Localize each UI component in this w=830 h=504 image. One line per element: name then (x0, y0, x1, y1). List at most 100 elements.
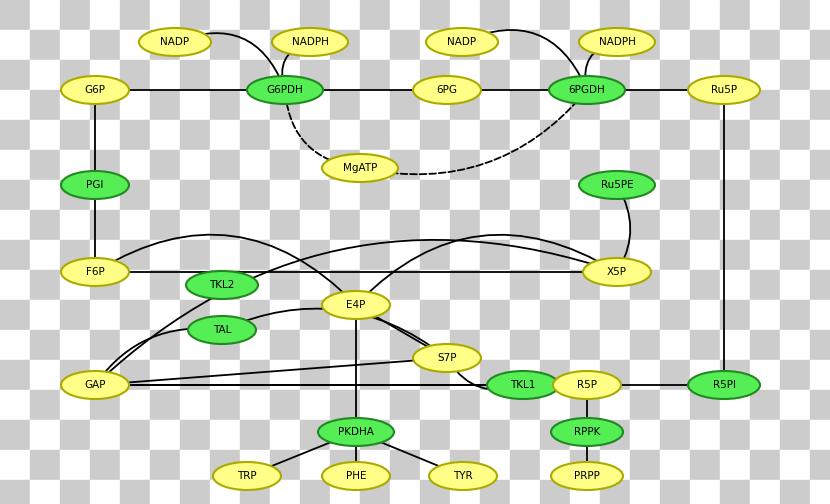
Text: PGI: PGI (86, 180, 104, 190)
Bar (180, 240, 210, 270)
Bar (240, 60, 270, 90)
Bar (480, 150, 510, 180)
Bar (0, 60, 30, 90)
Bar (780, 210, 810, 240)
Bar (420, 180, 450, 210)
Bar (540, 450, 570, 480)
Bar (420, 60, 450, 90)
Bar (690, 0, 720, 30)
Bar (210, 240, 240, 270)
Bar (720, 210, 750, 240)
Bar (30, 60, 60, 90)
Bar (30, 240, 60, 270)
Bar (210, 300, 240, 330)
Bar (660, 420, 690, 450)
Bar (690, 240, 720, 270)
Bar (600, 480, 630, 504)
Bar (750, 420, 780, 450)
Bar (390, 30, 420, 60)
Bar (270, 360, 300, 390)
Bar (420, 480, 450, 504)
Bar (0, 360, 30, 390)
Bar (660, 30, 690, 60)
Bar (450, 150, 480, 180)
Bar (360, 240, 390, 270)
Bar (210, 60, 240, 90)
Bar (30, 0, 60, 30)
Bar (330, 180, 360, 210)
Bar (60, 300, 90, 330)
Bar (30, 450, 60, 480)
Bar (420, 120, 450, 150)
Bar (600, 240, 630, 270)
Bar (300, 240, 330, 270)
Bar (210, 270, 240, 300)
Bar (240, 180, 270, 210)
Bar (750, 60, 780, 90)
Bar (540, 150, 570, 180)
Bar (210, 30, 240, 60)
Bar (660, 360, 690, 390)
Bar (570, 330, 600, 360)
Bar (420, 90, 450, 120)
Bar (0, 30, 30, 60)
Bar (720, 390, 750, 420)
Bar (30, 300, 60, 330)
Bar (90, 60, 120, 90)
Bar (420, 360, 450, 390)
Ellipse shape (61, 258, 129, 286)
Bar (780, 480, 810, 504)
Bar (300, 150, 330, 180)
Bar (270, 480, 300, 504)
Bar (30, 150, 60, 180)
Bar (240, 300, 270, 330)
Bar (540, 0, 570, 30)
Bar (420, 240, 450, 270)
Bar (600, 120, 630, 150)
Bar (720, 180, 750, 210)
Bar (90, 420, 120, 450)
Bar (150, 120, 180, 150)
Text: TRP: TRP (237, 471, 256, 481)
Bar (120, 30, 150, 60)
Bar (150, 240, 180, 270)
Bar (510, 180, 540, 210)
Bar (150, 60, 180, 90)
Bar (240, 120, 270, 150)
Bar (480, 120, 510, 150)
Bar (780, 60, 810, 90)
Bar (690, 390, 720, 420)
Bar (720, 60, 750, 90)
Bar (150, 390, 180, 420)
Bar (450, 90, 480, 120)
Bar (90, 0, 120, 30)
Bar (30, 360, 60, 390)
Bar (540, 480, 570, 504)
Bar (690, 270, 720, 300)
Bar (750, 330, 780, 360)
Bar (690, 450, 720, 480)
Bar (30, 390, 60, 420)
Bar (210, 420, 240, 450)
Bar (210, 120, 240, 150)
Bar (180, 180, 210, 210)
Bar (30, 210, 60, 240)
Bar (750, 90, 780, 120)
Bar (30, 480, 60, 504)
Bar (90, 300, 120, 330)
Text: 6PGDH: 6PGDH (569, 85, 605, 95)
Bar (420, 420, 450, 450)
Bar (630, 0, 660, 30)
Bar (330, 90, 360, 120)
Bar (660, 180, 690, 210)
Bar (690, 120, 720, 150)
Bar (660, 300, 690, 330)
Bar (600, 330, 630, 360)
Bar (270, 60, 300, 90)
Bar (300, 450, 330, 480)
Bar (630, 60, 660, 90)
Ellipse shape (322, 462, 390, 490)
Bar (570, 390, 600, 420)
Bar (750, 30, 780, 60)
Bar (630, 270, 660, 300)
